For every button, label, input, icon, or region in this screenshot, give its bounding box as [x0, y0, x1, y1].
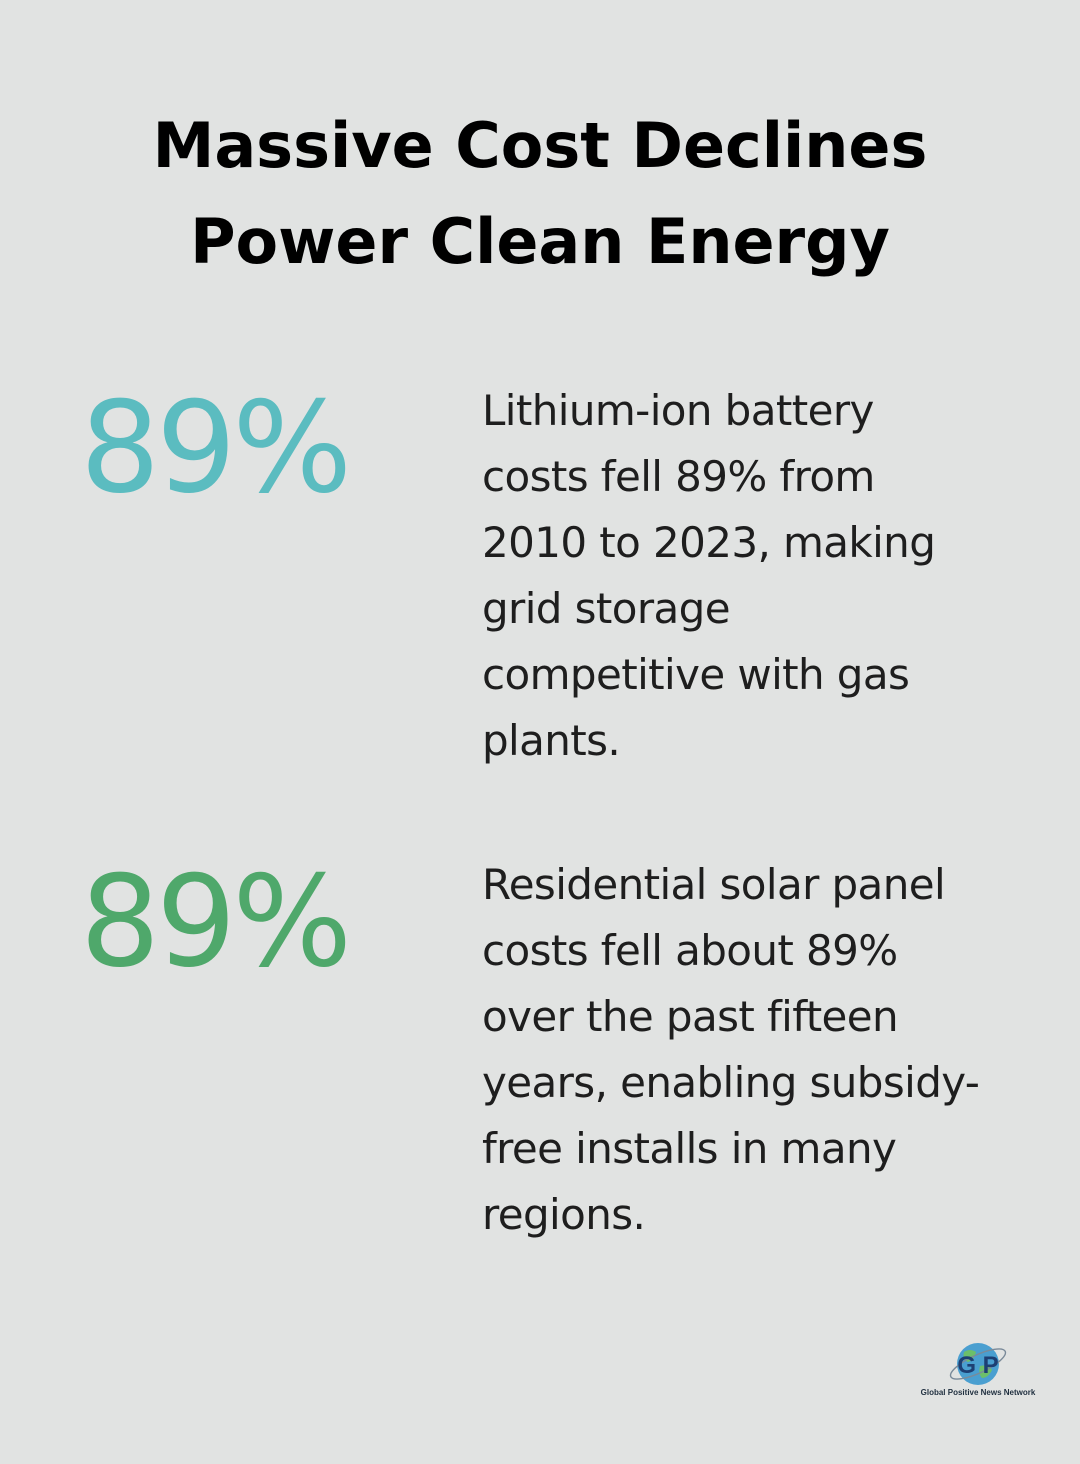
stat-value: 89%: [80, 374, 352, 521]
stat-description: Lithium-ion battery costs fell 89% from …: [482, 386, 936, 765]
title-text: Massive Cost Declines Power Clean Energy: [152, 109, 928, 278]
globe-icon: G P: [949, 1343, 1007, 1385]
logo-letters: G P: [957, 1352, 998, 1379]
stat-description: Residential solar panel costs fell about…: [482, 860, 980, 1239]
brand-logo: G P Global Positive News Network: [908, 1338, 1048, 1398]
stat-value: 89%: [80, 848, 352, 995]
logo-caption: Global Positive News Network: [920, 1388, 1036, 1397]
page-title: Massive Cost Declines Power Clean Energy: [0, 98, 1080, 290]
